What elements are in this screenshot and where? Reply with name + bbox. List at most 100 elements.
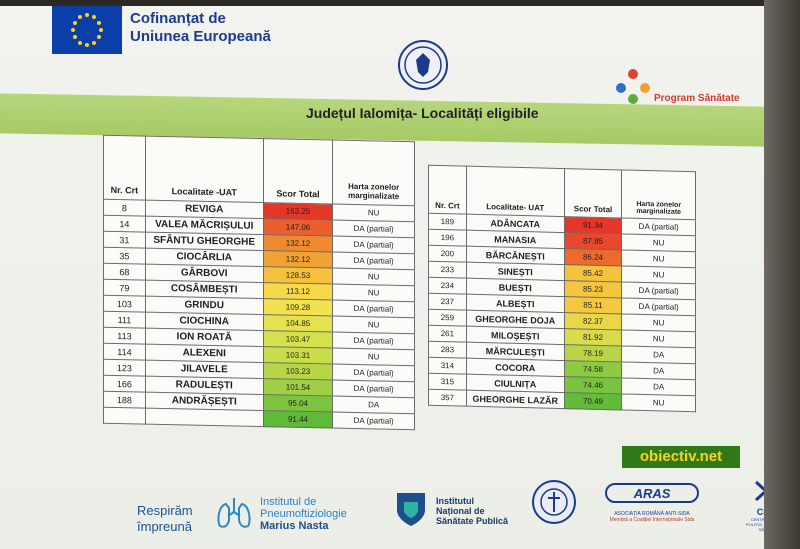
- col-nr-header: Nr. Crt: [103, 135, 146, 201]
- score-cell: 85.23: [564, 280, 622, 298]
- score-cell: 85.11: [564, 296, 622, 314]
- row-number-cell: 315: [428, 373, 467, 391]
- marginalized-map-cell: DA (partial): [621, 297, 696, 316]
- institut-pneumoftiziologie-logo: Institutul de Pneumoftiziologie Marius N…: [260, 496, 347, 532]
- svg-text:ARAS: ARAS: [633, 486, 671, 501]
- row-number-cell: 14: [103, 215, 146, 233]
- score-cell: 147.06: [263, 218, 333, 237]
- score-cell: 81.92: [564, 328, 622, 346]
- marginalized-map-cell: NU: [332, 268, 415, 286]
- col-map-header: Harta zonelor marginalizate: [621, 169, 696, 220]
- marginalized-map-cell: DA: [621, 345, 696, 364]
- marginalized-map-cell: DA (partial): [621, 217, 696, 236]
- score-cell: 128.53: [263, 266, 333, 285]
- col-nr-header: Nr. Crt: [428, 165, 467, 215]
- marginalized-map-cell: NU: [621, 265, 696, 284]
- score-cell: 101.54: [263, 378, 333, 397]
- right-edge: [764, 0, 800, 549]
- row-number-cell: 123: [103, 359, 146, 377]
- row-number-cell: 31: [103, 231, 146, 249]
- row-number-cell: 196: [428, 229, 467, 247]
- locality-name-cell: [145, 408, 264, 427]
- marginalized-map-cell: NU: [332, 348, 415, 366]
- score-cell: 132.12: [263, 250, 333, 269]
- marginalized-map-cell: DA (partial): [332, 332, 415, 350]
- marginalized-map-cell: DA (partial): [332, 364, 415, 382]
- row-number-cell: 103: [103, 295, 146, 313]
- score-cell: 86.24: [564, 248, 622, 266]
- score-cell: 78.19: [564, 344, 622, 362]
- table-header-row: Nr. Crt Localitate -UAT Scor Total Harta…: [103, 135, 415, 206]
- romanian-government-seal-icon: [398, 40, 448, 90]
- row-number-cell: 259: [428, 309, 467, 327]
- eligible-localities-table-left: Nr. Crt Localitate -UAT Scor Total Harta…: [103, 134, 415, 431]
- row-number-cell: 113: [103, 327, 146, 345]
- score-cell: 104.85: [263, 314, 333, 333]
- row-number-cell: 35: [103, 247, 146, 265]
- col-score-header: Scor Total: [263, 138, 333, 205]
- marginalized-map-cell: NU: [621, 329, 696, 348]
- score-cell: 113.12: [263, 282, 333, 301]
- score-cell: 103.47: [263, 330, 333, 349]
- row-number-cell: 111: [103, 311, 146, 329]
- row-number-cell: [103, 407, 146, 425]
- score-cell: 132.12: [263, 234, 333, 253]
- row-number-cell: 200: [428, 245, 467, 263]
- col-map-header: Harta zonelor marginalizate: [332, 140, 415, 206]
- top-edge: [0, 0, 800, 6]
- col-score-header: Scor Total: [564, 168, 622, 218]
- marginalized-map-cell: DA (partial): [332, 412, 415, 430]
- row-number-cell: 8: [103, 199, 146, 217]
- row-number-cell: 234: [428, 277, 467, 295]
- row-number-cell: 233: [428, 261, 467, 279]
- marginalized-map-cell: DA: [332, 396, 415, 414]
- eu-cofinanced-title: Cofinanțat de Uniunea Europeană: [130, 10, 271, 45]
- row-number-cell: 114: [103, 343, 146, 361]
- row-number-cell: 357: [428, 389, 467, 407]
- marginalized-map-cell: NU: [621, 393, 696, 412]
- row-number-cell: 283: [428, 341, 467, 359]
- insp-logo-text: Institutul Național de Sănătate Publică: [436, 496, 509, 526]
- row-number-cell: 166: [103, 375, 146, 393]
- col-locality-header: Localitate- UAT: [466, 166, 565, 217]
- row-number-cell: 188: [103, 391, 146, 409]
- marginalized-map-cell: NU: [621, 249, 696, 268]
- locality-name-cell: GHEORGHE LAZĂR: [466, 390, 565, 409]
- respiram-impreuna-logo: Respirăm împreună: [137, 503, 193, 534]
- program-sanatate-logo-icon: [614, 67, 652, 105]
- obiectiv-watermark: obiectiv.net: [622, 446, 740, 468]
- row-number-cell: 189: [428, 213, 467, 231]
- marginalized-map-cell: NU: [332, 284, 415, 302]
- score-cell: 70.49: [564, 392, 622, 410]
- marginalized-map-cell: DA (partial): [332, 300, 415, 318]
- insp-shield-icon: [394, 490, 428, 528]
- score-cell: 87.85: [564, 232, 622, 250]
- score-cell: 74.46: [564, 376, 622, 394]
- score-cell: 103.23: [263, 362, 333, 381]
- score-cell: 95.04: [263, 394, 333, 413]
- row-number-cell: 79: [103, 279, 146, 297]
- marginalized-map-cell: NU: [332, 316, 415, 334]
- aras-logo: ARAS ASOCIAȚIA ROMÂNĂ ANTI-SIDA Membră a…: [604, 480, 700, 524]
- eligible-localities-table-right: Nr. Crt Localitate- UAT Scor Total Harta…: [428, 164, 696, 413]
- score-cell: 91.44: [263, 410, 333, 429]
- medical-society-seal-icon: [532, 480, 576, 524]
- marginalized-map-cell: DA (partial): [332, 236, 415, 254]
- score-cell: 163.25: [263, 202, 333, 221]
- marginalized-map-cell: DA (partial): [332, 220, 415, 238]
- score-cell: 85.42: [564, 264, 622, 282]
- row-number-cell: 237: [428, 293, 467, 311]
- score-cell: 82.37: [564, 312, 622, 330]
- page-title: Județul Ialomița- Localități eligibile: [306, 105, 539, 121]
- marginalized-map-cell: DA: [621, 361, 696, 380]
- marginalized-map-cell: DA (partial): [332, 252, 415, 270]
- table-header-row: Nr. Crt Localitate- UAT Scor Total Harta…: [428, 165, 696, 220]
- row-number-cell: 261: [428, 325, 467, 343]
- row-number-cell: 68: [103, 263, 146, 281]
- score-cell: 109.28: [263, 298, 333, 317]
- marginalized-map-cell: NU: [621, 313, 696, 332]
- marginalized-map-cell: DA: [621, 377, 696, 396]
- marginalized-map-cell: NU: [332, 204, 415, 222]
- col-locality-header: Localitate -UAT: [145, 136, 264, 203]
